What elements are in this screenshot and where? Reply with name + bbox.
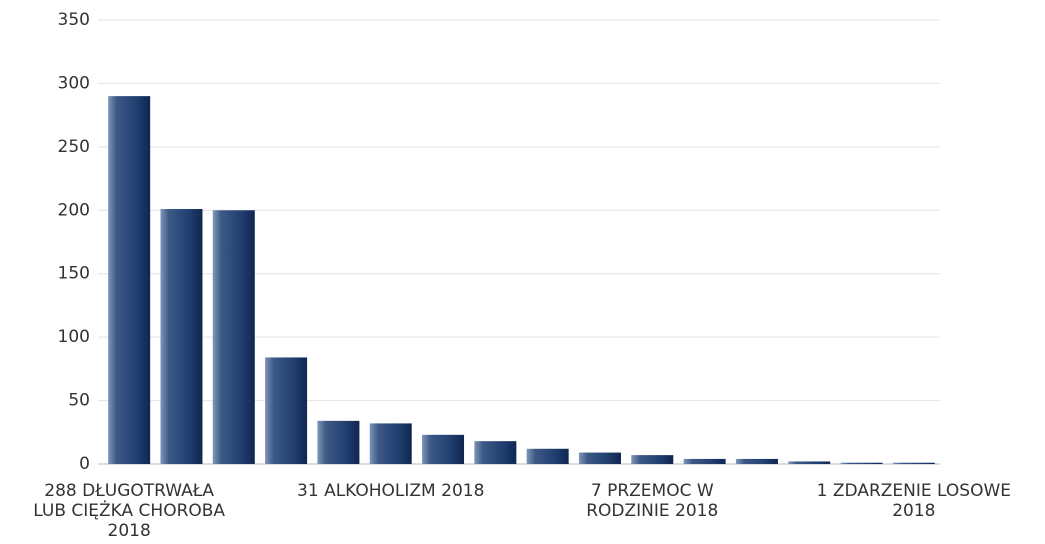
bar	[526, 448, 569, 464]
bar	[212, 210, 255, 464]
bar	[683, 458, 726, 464]
y-tick-label: 250	[58, 137, 90, 157]
y-tick-label: 150	[58, 264, 90, 284]
y-tick-label: 0	[79, 454, 90, 474]
bar	[840, 462, 883, 464]
bar	[631, 455, 674, 464]
y-tick-label: 50	[68, 391, 90, 411]
bar	[578, 452, 621, 464]
x-tick-label: 7 PRZEMOC W RODZINIE 2018	[586, 481, 719, 521]
y-tick-label: 100	[58, 327, 90, 347]
bar	[735, 458, 778, 464]
bar	[160, 209, 203, 464]
bar	[317, 420, 360, 464]
x-tick-label: 288 DŁUGOTRWAŁA LUB CIĘŻKA CHOROBA 2018	[33, 481, 226, 541]
bar	[788, 461, 831, 464]
bar	[474, 441, 517, 464]
bar	[108, 96, 151, 464]
x-tick-label: 1 ZDARZENIE LOSOWE 2018	[816, 481, 1012, 521]
y-tick-label: 200	[58, 200, 90, 220]
x-tick-label: 31 ALKOHOLIZM 2018	[297, 481, 485, 501]
bar	[265, 357, 308, 464]
y-tick-label: 350	[58, 10, 90, 30]
bar	[422, 434, 465, 464]
bar	[892, 462, 935, 464]
bar	[369, 423, 412, 464]
y-tick-label: 300	[58, 73, 90, 93]
